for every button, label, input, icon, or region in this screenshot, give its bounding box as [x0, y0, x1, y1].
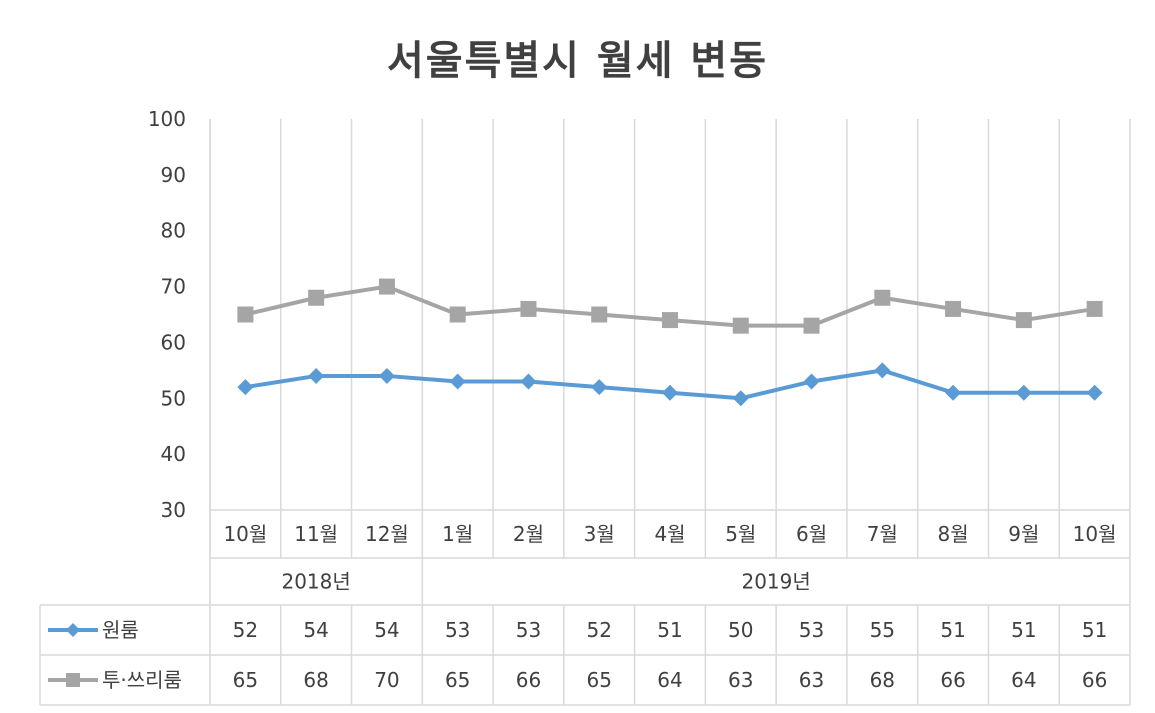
x-tick-label: 10월 [223, 522, 267, 546]
y-tick-label: 100 [148, 107, 186, 131]
table-cell: 51 [1082, 618, 1107, 642]
data-point [378, 367, 395, 384]
y-tick-label: 60 [161, 330, 186, 354]
x-tick-label: 10월 [1073, 522, 1117, 546]
table-cell: 68 [303, 668, 328, 692]
legend-label: 투·쓰리룸 [102, 668, 182, 692]
table-cell: 50 [728, 618, 753, 642]
table-cell: 54 [374, 618, 399, 642]
data-point [308, 289, 325, 306]
y-tick-label: 50 [161, 386, 186, 410]
y-tick-label: 40 [161, 442, 186, 466]
x-tick-label: 4월 [654, 522, 685, 546]
table-cell: 52 [233, 618, 258, 642]
y-tick-label: 80 [161, 219, 186, 243]
data-point [378, 278, 395, 295]
table-cell: 53 [799, 618, 824, 642]
y-tick-label: 30 [161, 498, 186, 522]
table-cell: 63 [728, 668, 753, 692]
year-group-label: 2019년 [741, 570, 810, 594]
data-point [449, 306, 466, 323]
data-point [1015, 384, 1032, 401]
table-cell: 66 [516, 668, 541, 692]
table-cell: 52 [587, 618, 612, 642]
x-tick-label: 3월 [584, 522, 615, 546]
data-point [662, 312, 678, 329]
table-cell: 51 [940, 618, 965, 642]
data-point [591, 379, 608, 396]
data-point [874, 289, 891, 306]
data-point [803, 373, 820, 390]
data-point [1015, 312, 1032, 329]
data-point [520, 300, 537, 317]
x-tick-label: 11월 [294, 522, 338, 546]
table-cell: 64 [1011, 668, 1036, 692]
x-tick-label: 2월 [513, 522, 544, 546]
legend-key-marker [66, 673, 80, 687]
table-cell: 70 [374, 668, 399, 692]
table-cell: 65 [445, 668, 470, 692]
legend-label: 원룸 [102, 618, 139, 642]
x-tick-label: 1월 [442, 522, 473, 546]
table-cell: 68 [870, 668, 895, 692]
data-point [591, 306, 608, 323]
chart-title: 서울특별시 월세 변동 [386, 38, 769, 84]
x-tick-label: 5월 [725, 522, 756, 546]
x-tick-label: 12월 [365, 522, 409, 546]
data-point [662, 384, 678, 401]
table-cell: 63 [799, 668, 824, 692]
year-group-label: 2018년 [281, 570, 350, 594]
x-tick-label: 9월 [1008, 522, 1039, 546]
data-point [732, 390, 749, 407]
data-point [1086, 300, 1103, 317]
data-point [874, 362, 891, 379]
table-cell: 66 [940, 668, 965, 692]
table-cell: 64 [657, 668, 682, 692]
table-cell: 66 [1082, 668, 1107, 692]
table-cell: 51 [657, 618, 682, 642]
table-cell: 65 [587, 668, 612, 692]
data-point [945, 300, 962, 317]
table-cell: 53 [516, 618, 541, 642]
x-tick-label: 7월 [867, 522, 898, 546]
data-point [803, 317, 820, 334]
table-cell: 54 [303, 618, 328, 642]
table-cell: 51 [1011, 618, 1036, 642]
data-point [732, 317, 749, 334]
legend-key-marker [66, 623, 80, 637]
data-point [1086, 384, 1103, 401]
data-point [308, 367, 325, 384]
data-point [520, 373, 537, 390]
y-tick-label: 70 [161, 275, 186, 299]
table-cell: 55 [870, 618, 895, 642]
data-point [945, 384, 962, 401]
data-point [449, 373, 466, 390]
y-tick-label: 90 [161, 163, 186, 187]
table-cell: 65 [233, 668, 258, 692]
data-point [237, 379, 254, 396]
table-cell: 53 [445, 618, 470, 642]
x-tick-label: 8월 [938, 522, 969, 546]
x-tick-label: 6월 [796, 522, 827, 546]
data-point [237, 306, 254, 323]
